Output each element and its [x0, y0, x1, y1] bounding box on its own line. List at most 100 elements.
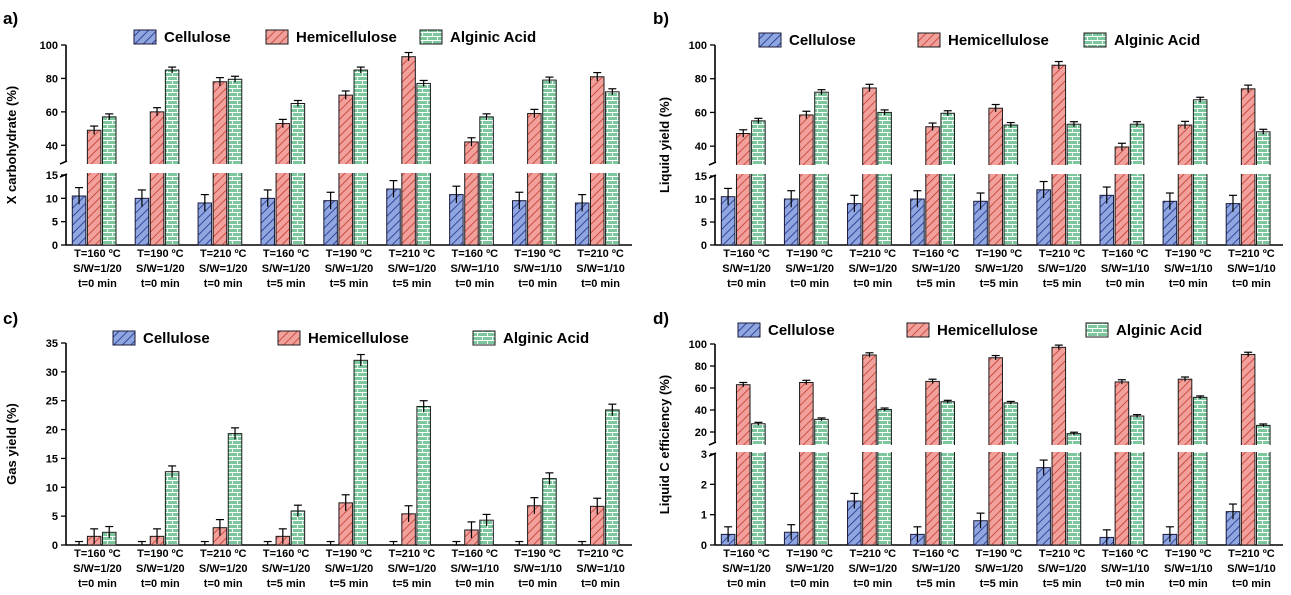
bar-hemicellulose: [735, 384, 751, 546]
y-tick-label: 80: [46, 73, 58, 85]
bar-alginic-acid: [227, 78, 243, 246]
x-tick-label: T=160 ºC: [1102, 548, 1149, 560]
x-tick-label: t=0 min: [727, 278, 766, 290]
x-tick-label: t=5 min: [392, 278, 431, 290]
bar-hemicellulose: [799, 114, 814, 246]
x-tick-label: T=160 ºC: [1102, 248, 1149, 260]
x-tick-label: T=160 ºC: [913, 248, 960, 260]
y-tick-label: 0: [52, 240, 58, 252]
x-tick-label: S/W=1/20: [388, 563, 437, 575]
x-tick-label: S/W=1/20: [1038, 563, 1087, 575]
legend-label: Alginic Acid: [503, 330, 589, 347]
y-axis-title: Liquid C efficiency (%): [657, 375, 672, 514]
x-tick-label: T=190 ºC: [786, 548, 833, 560]
bar-alginic-acid: [1255, 424, 1271, 546]
y-tick-label: 60: [46, 107, 58, 119]
x-tick-label: S/W=1/20: [1038, 263, 1087, 275]
x-tick-label: S/W=1/20: [388, 263, 437, 275]
legend-swatch: [133, 29, 157, 45]
bar-hemicellulose: [1114, 146, 1130, 246]
y-tick-label: 80: [695, 74, 707, 86]
x-tick-label: S/W=1/20: [722, 263, 771, 275]
x-tick-label: t=0 min: [1232, 578, 1271, 590]
y-tick-label: 100: [40, 40, 58, 52]
y-tick-label: 20: [46, 425, 58, 437]
x-tick-label: T=210 ºC: [577, 548, 624, 560]
legend-label: Hemicellulose: [296, 29, 397, 46]
x-tick-label: t=5 min: [330, 578, 369, 590]
x-tick-label: S/W=1/20: [136, 563, 185, 575]
axis-break-band: [713, 165, 1287, 174]
legend-label: Alginic Acid: [1116, 322, 1202, 339]
bar-alginic-acid: [1003, 402, 1019, 546]
legend-label: Cellulose: [143, 330, 210, 347]
legend-swatch: [419, 29, 443, 45]
y-tick-label: 0: [52, 540, 58, 552]
legend-label: Alginic Acid: [1114, 32, 1200, 49]
y-tick-label: 2: [701, 479, 707, 491]
bar-hemicellulose: [735, 133, 751, 246]
bar-alginic-acid: [101, 116, 117, 246]
y-tick-label: 100: [689, 40, 707, 52]
x-tick-label: T=210 ºC: [1228, 548, 1275, 560]
bar-alginic-acid: [877, 111, 892, 246]
x-tick-label: t=5 min: [916, 278, 955, 290]
x-tick-label: T=160 ºC: [913, 548, 960, 560]
x-tick-label: t=0 min: [141, 278, 180, 290]
x-tick-label: t=5 min: [330, 278, 369, 290]
legend-label: Hemicellulose: [308, 330, 409, 347]
legend-swatch: [277, 330, 301, 346]
x-tick-label: T=190 ºC: [1165, 548, 1212, 560]
x-tick-label: T=210 ºC: [850, 548, 897, 560]
x-tick-label: t=5 min: [392, 578, 431, 590]
panel-label: b): [653, 9, 669, 28]
bar-alginic-acid: [1192, 396, 1208, 546]
y-axis-title: Gas yield (%): [4, 403, 19, 485]
x-tick-label: t=0 min: [78, 578, 117, 590]
x-tick-label: T=160 ºC: [74, 548, 121, 560]
x-tick-label: T=210 ºC: [1039, 548, 1086, 560]
bar-hemicellulose: [1051, 64, 1067, 246]
y-tick-label: 20: [695, 427, 707, 439]
bar-alginic-acid: [1129, 415, 1145, 546]
x-tick-label: T=160 ºC: [263, 548, 310, 560]
x-tick-label: t=0 min: [455, 578, 494, 590]
x-tick-label: t=0 min: [78, 278, 117, 290]
y-tick-label: 10: [46, 482, 58, 494]
x-tick-label: T=210 ºC: [577, 248, 624, 260]
x-tick-label: S/W=1/20: [912, 563, 961, 575]
x-tick-label: T=210 ºC: [1039, 248, 1086, 260]
legend-swatch: [112, 330, 136, 346]
axis-break-band: [713, 445, 1287, 452]
bar-hemicellulose: [212, 81, 228, 246]
y-tick-label: 5: [52, 217, 58, 229]
x-tick-label: S/W=1/10: [1164, 263, 1213, 275]
legend-swatch: [1083, 32, 1107, 48]
x-tick-label: S/W=1/20: [199, 563, 248, 575]
x-tick-label: t=0 min: [518, 578, 557, 590]
axis-break-mark: [59, 160, 68, 165]
x-tick-label: T=190 ºC: [137, 548, 184, 560]
x-tick-label: t=0 min: [455, 278, 494, 290]
x-tick-label: S/W=1/20: [785, 563, 834, 575]
x-tick-label: t=0 min: [204, 278, 243, 290]
x-tick-label: S/W=1/10: [576, 563, 625, 575]
y-axis-title: X carbohydrate (%): [4, 86, 19, 204]
x-tick-label: t=0 min: [518, 278, 557, 290]
x-tick-label: T=190 ºC: [976, 548, 1023, 560]
bar-alginic-acid: [940, 112, 956, 246]
x-tick-label: t=0 min: [1232, 278, 1271, 290]
y-tick-label: 60: [695, 383, 707, 395]
bar-alginic-acid: [353, 359, 369, 546]
chart-panel-b: 0 5 10 15 40 60 80 100 T=160 ºC S/W=1/20 t=0 min T=…: [653, 9, 1287, 290]
axis-break-band: [64, 164, 636, 173]
x-tick-label: S/W=1/10: [1101, 263, 1150, 275]
x-tick-label: S/W=1/20: [912, 263, 961, 275]
x-tick-label: t=0 min: [1106, 578, 1145, 590]
legend-label: Hemicellulose: [948, 32, 1049, 49]
x-tick-label: t=5 min: [267, 278, 306, 290]
bar-alginic-acid: [164, 471, 180, 546]
y-tick-label: 3: [701, 449, 707, 461]
legend-label: Cellulose: [768, 322, 835, 339]
bar-hemicellulose: [1114, 381, 1130, 546]
